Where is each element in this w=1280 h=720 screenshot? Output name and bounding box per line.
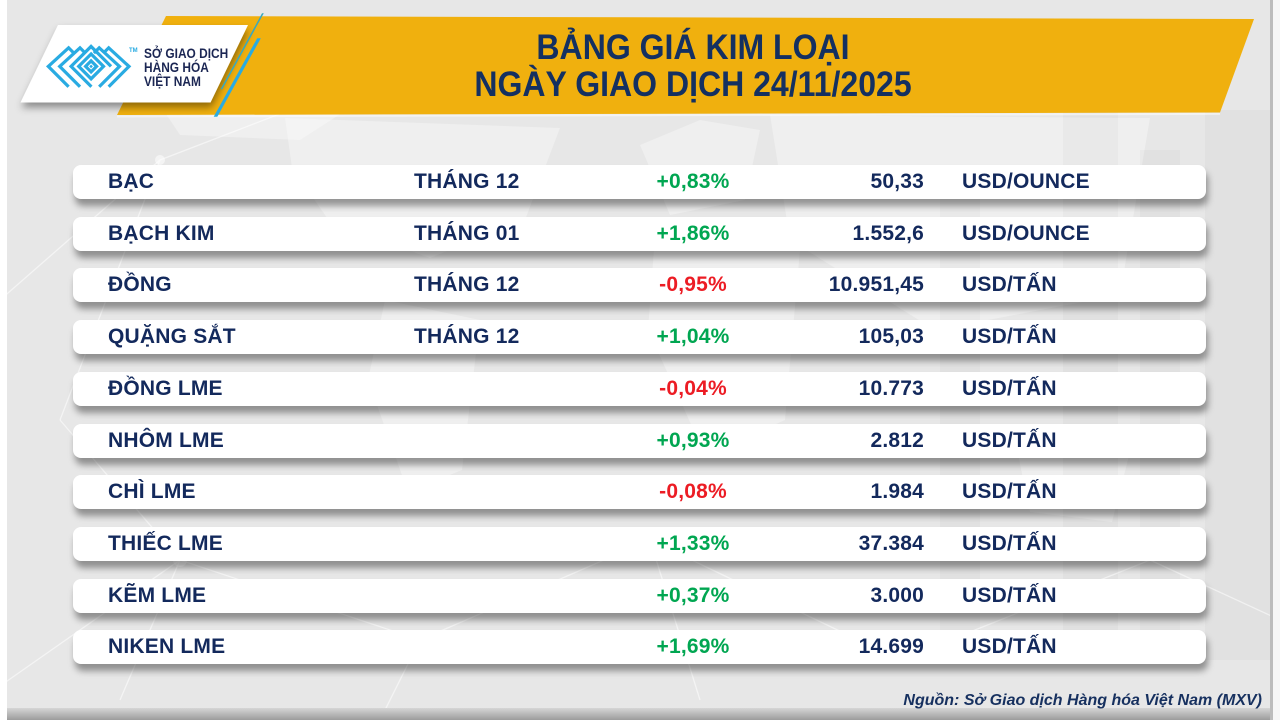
svg-text:TM: TM <box>129 48 138 54</box>
